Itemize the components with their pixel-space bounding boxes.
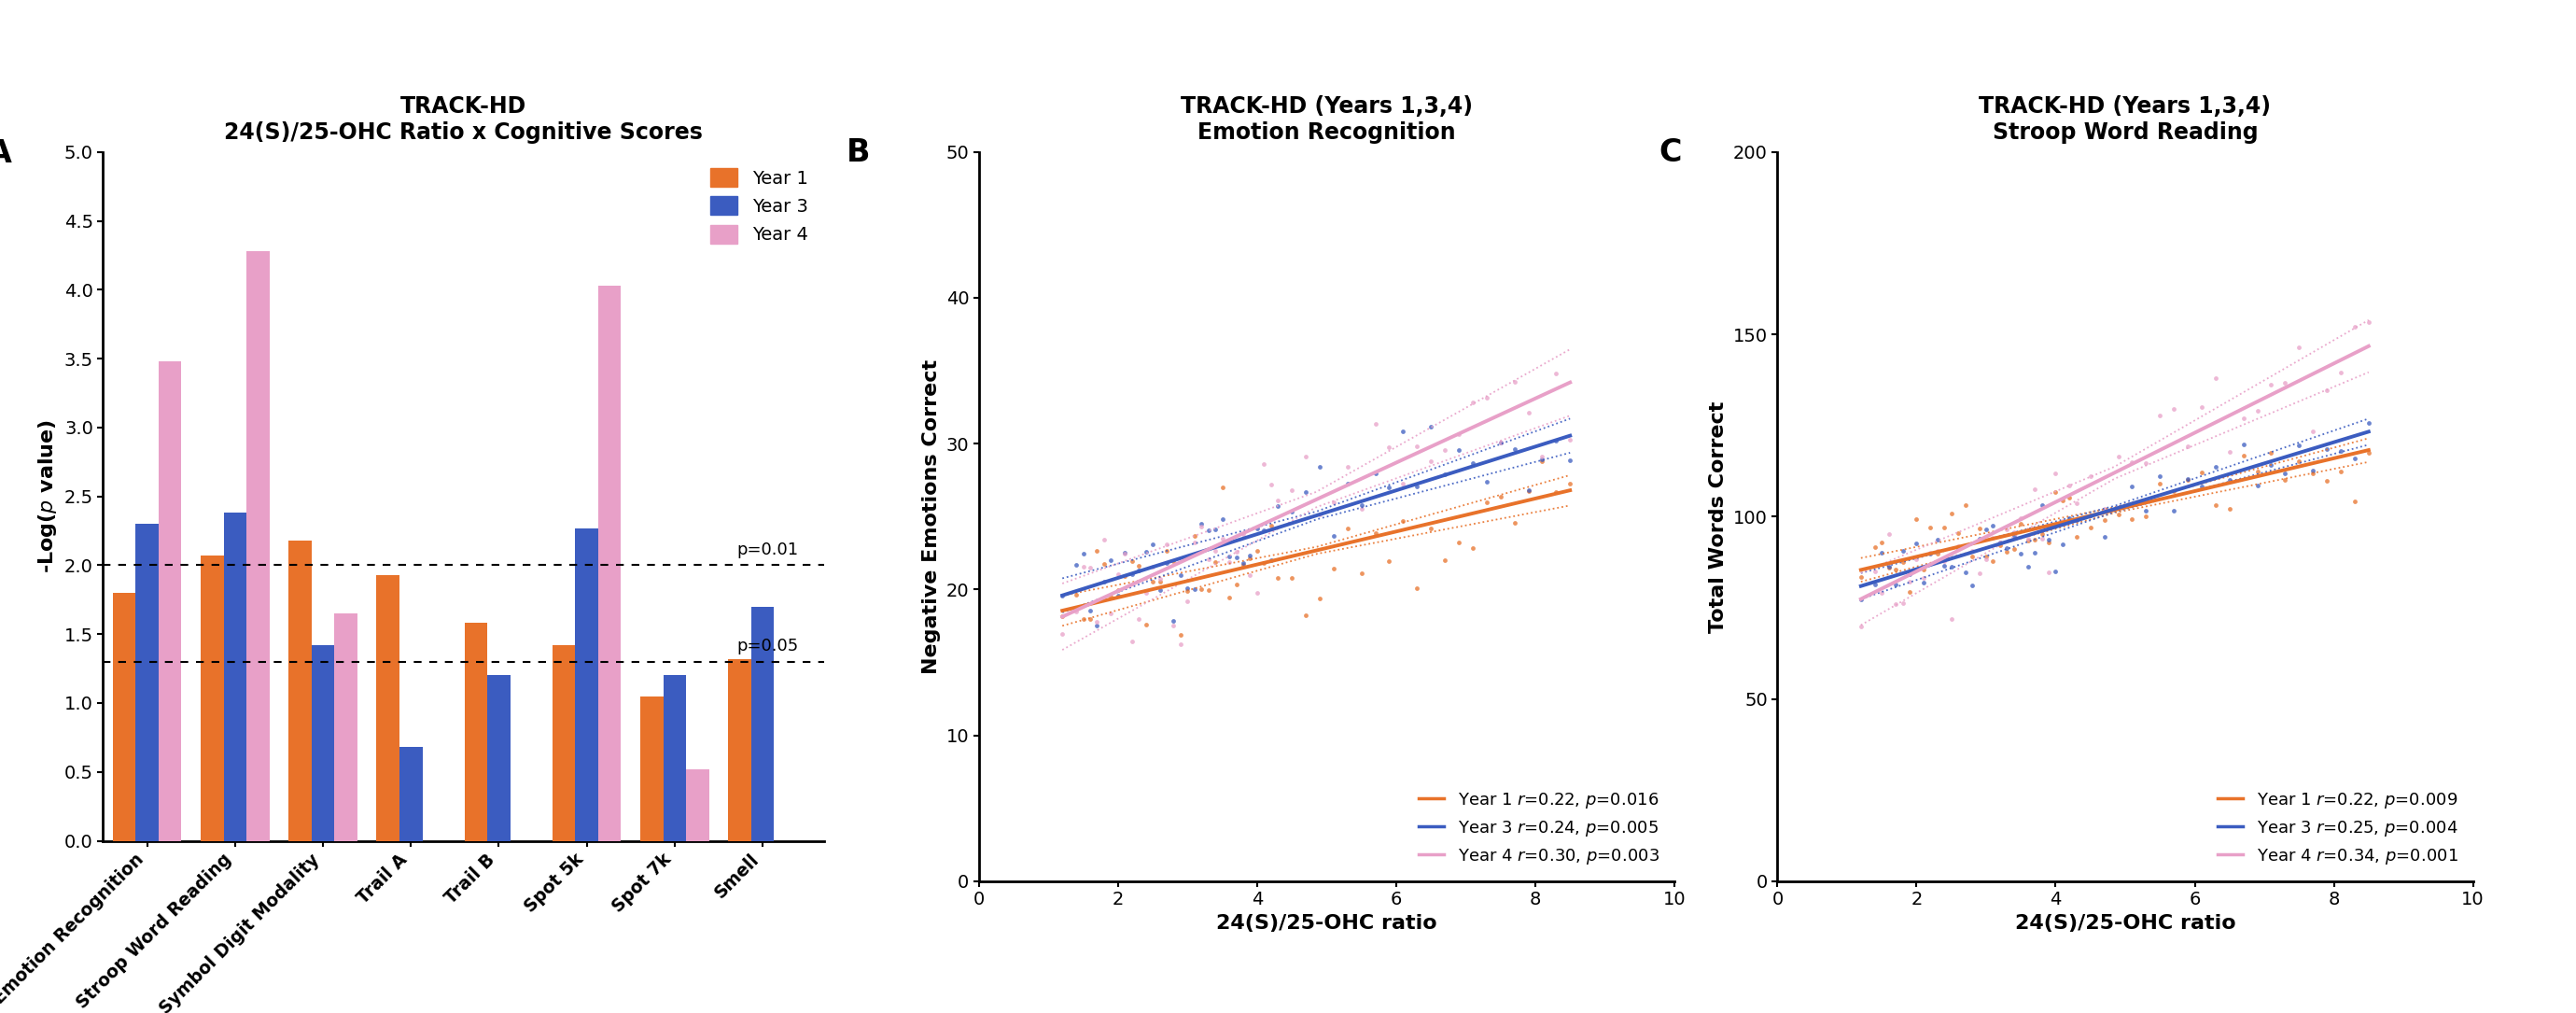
Point [1425, 466, 1466, 482]
Point [1110, 553, 1151, 569]
Point [1126, 617, 1167, 633]
Point [1355, 465, 1396, 481]
Point [1118, 558, 1159, 574]
Bar [399, 748, 422, 841]
Point [1270, 503, 1311, 520]
Point [2138, 476, 2179, 492]
Point [2154, 483, 2195, 499]
Point [1131, 537, 1172, 553]
Point [1437, 442, 1479, 458]
Point [1986, 521, 2027, 537]
Point [2166, 471, 2208, 487]
Point [1479, 488, 1520, 504]
Legend: Year 1, Year 3, Year 4: Year 1, Year 3, Year 4 [703, 161, 814, 251]
X-axis label: 24(S)/25-OHC ratio: 24(S)/25-OHC ratio [1216, 914, 1437, 933]
Point [1229, 566, 1270, 582]
Point [1097, 566, 1139, 582]
Point [2334, 493, 2375, 510]
Point [1285, 484, 1327, 500]
Point [2048, 489, 2089, 505]
Point [1249, 518, 1291, 534]
Point [1904, 574, 1945, 591]
Point [1216, 544, 1257, 560]
Point [1535, 365, 1577, 381]
Bar [464, 623, 487, 841]
Point [1396, 438, 1437, 454]
Point [2138, 407, 2179, 423]
Title: TRACK-HD (Years 1,3,4)
Emotion Recognition: TRACK-HD (Years 1,3,4) Emotion Recogniti… [1180, 95, 1473, 144]
Point [2166, 471, 2208, 487]
Point [1924, 553, 1965, 569]
Point [2182, 478, 2223, 494]
Point [2334, 318, 2375, 334]
Point [1932, 505, 1973, 522]
Point [2195, 459, 2236, 475]
Point [1896, 511, 1937, 527]
Point [1188, 523, 1229, 539]
Point [1195, 543, 1236, 559]
Bar [551, 645, 574, 841]
Point [2112, 512, 2154, 528]
Point [1507, 404, 1548, 420]
Point [1118, 611, 1159, 627]
Point [1195, 554, 1236, 570]
Bar [598, 286, 621, 841]
Point [1860, 535, 1901, 551]
Bar [247, 251, 270, 841]
Text: p=0.01: p=0.01 [737, 542, 799, 558]
Point [2048, 477, 2089, 493]
Point [1507, 483, 1548, 499]
Point [1551, 432, 1592, 448]
Point [2236, 477, 2277, 493]
Point [1917, 543, 1958, 559]
Point [2027, 534, 2069, 550]
Point [1159, 627, 1200, 643]
Point [2056, 529, 2097, 545]
Point [1466, 473, 1507, 489]
Bar [289, 541, 312, 841]
Point [1180, 519, 1221, 535]
Point [1953, 548, 1994, 564]
Point [1167, 579, 1208, 596]
Point [1270, 482, 1311, 498]
Point [1314, 561, 1355, 577]
Point [1412, 453, 1453, 469]
Point [1937, 525, 1978, 541]
Point [1953, 577, 1994, 594]
Point [1896, 551, 1937, 567]
Point [1118, 562, 1159, 578]
Point [1973, 530, 2014, 546]
Point [1041, 588, 1082, 604]
Point [1200, 479, 1242, 495]
Bar [201, 555, 224, 841]
Point [1126, 585, 1167, 601]
Point [1105, 567, 1146, 583]
Point [2223, 448, 2264, 464]
Point [2014, 531, 2056, 547]
Point [1061, 611, 1103, 627]
Point [1090, 552, 1131, 568]
Point [1932, 611, 1973, 627]
Point [1888, 583, 1929, 600]
Point [2280, 339, 2321, 356]
Point [1883, 554, 1924, 570]
Point [1342, 565, 1383, 581]
Point [1342, 500, 1383, 517]
Point [1056, 587, 1097, 603]
Point [1945, 537, 1986, 553]
Point [2138, 468, 2179, 484]
Point [1909, 546, 1950, 562]
Point [1249, 476, 1291, 492]
Point [1522, 451, 1564, 467]
Point [2293, 463, 2334, 479]
Text: p=0.05: p=0.05 [737, 638, 799, 654]
Point [1285, 607, 1327, 623]
Y-axis label: Total Words Correct: Total Words Correct [1710, 401, 1728, 632]
Point [1056, 556, 1097, 572]
Point [1069, 603, 1110, 619]
Point [1327, 459, 1368, 475]
Point [1139, 570, 1180, 587]
Point [2112, 478, 2154, 494]
Bar [224, 513, 247, 841]
Point [2306, 382, 2347, 398]
